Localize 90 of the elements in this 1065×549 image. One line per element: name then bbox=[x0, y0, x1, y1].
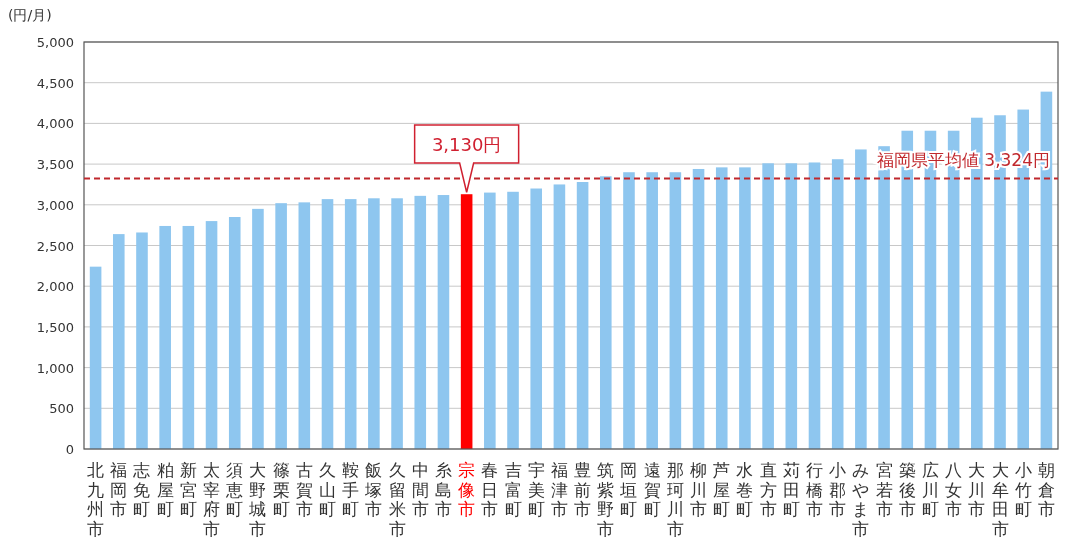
x-tick-label: 直方市 bbox=[759, 460, 777, 519]
bar bbox=[321, 199, 334, 449]
bar bbox=[89, 266, 102, 449]
x-tick-label: 北九州市 bbox=[87, 460, 105, 539]
bar bbox=[669, 172, 682, 449]
y-tick-label: 5,000 bbox=[36, 35, 74, 50]
x-tick-label: 新宮町 bbox=[179, 460, 197, 519]
x-tick-label: 福岡市 bbox=[110, 460, 128, 519]
ref-line-label: 福岡県平均値 3,324円 bbox=[876, 150, 1050, 171]
y-tick-label: 1,500 bbox=[36, 319, 74, 335]
bar bbox=[599, 176, 612, 449]
x-tick-label: 苅田町 bbox=[782, 460, 800, 519]
annotation: 3,130円 bbox=[431, 134, 502, 155]
x-tick-label: 宇美町 bbox=[527, 460, 545, 519]
bar bbox=[808, 162, 821, 449]
x-tick-label: 宮若市 bbox=[875, 460, 893, 519]
x-tick-label: 春日市 bbox=[481, 460, 499, 519]
bar bbox=[275, 203, 287, 449]
y-tick-label: 4,500 bbox=[36, 75, 74, 91]
bar bbox=[484, 192, 496, 449]
bar bbox=[136, 232, 148, 449]
bar bbox=[182, 225, 195, 449]
x-tick-label: 久山町 bbox=[319, 460, 336, 519]
x-tick-label: 太宰府市 bbox=[203, 460, 221, 539]
bar bbox=[507, 191, 519, 449]
bar bbox=[785, 163, 798, 449]
x-tick-label: 豊前市 bbox=[574, 460, 592, 519]
x-tick-label: 大川市 bbox=[968, 460, 986, 519]
bar bbox=[553, 184, 566, 449]
bar bbox=[530, 188, 543, 449]
bar bbox=[391, 198, 403, 449]
x-tick-label: 大野城市 bbox=[248, 460, 267, 539]
bar bbox=[298, 202, 311, 449]
bar bbox=[692, 168, 705, 449]
x-tick-label: 那珂川市 bbox=[666, 460, 684, 539]
x-tick-label: 鞍手町 bbox=[342, 460, 360, 519]
bar bbox=[205, 221, 218, 449]
y-tick-label: 500 bbox=[49, 401, 74, 417]
bar bbox=[623, 172, 635, 449]
y-axis-title: (円/月) bbox=[8, 7, 52, 23]
x-tick-label: 筑紫野市 bbox=[597, 460, 615, 539]
x-tick-label: 古賀市 bbox=[295, 460, 313, 519]
bar bbox=[159, 225, 171, 449]
bar bbox=[437, 195, 450, 449]
bar bbox=[344, 199, 357, 449]
x-tick-label: 広川町 bbox=[921, 460, 939, 519]
x-tick-label: 小郡市 bbox=[829, 460, 847, 519]
bar bbox=[739, 167, 751, 449]
bar bbox=[460, 194, 473, 449]
x-tick-label: 遠賀町 bbox=[643, 460, 661, 519]
bar bbox=[831, 159, 844, 449]
x-tick-label: 大牟田市 bbox=[991, 460, 1009, 539]
bar bbox=[228, 217, 241, 449]
y-tick-label: 3,000 bbox=[36, 197, 74, 213]
x-tick-label: 八女市 bbox=[945, 460, 963, 519]
x-tick-label: 中間市 bbox=[411, 460, 429, 519]
bar bbox=[414, 195, 427, 449]
x-tick-label: 粕屋町 bbox=[156, 460, 174, 519]
y-tick-label: 1,000 bbox=[36, 360, 74, 376]
bar bbox=[646, 172, 658, 449]
x-tick-label: 築後市 bbox=[898, 460, 916, 519]
x-tick-label: 芦屋町 bbox=[713, 460, 731, 519]
bar bbox=[252, 208, 264, 449]
x-tick-label: 糸島市 bbox=[434, 460, 452, 519]
x-tick-label: 須恵町 bbox=[225, 460, 244, 519]
x-tick-label: みやま市 bbox=[852, 460, 870, 539]
bar bbox=[715, 167, 728, 449]
x-tick-label: 岡垣町 bbox=[619, 460, 638, 519]
bar bbox=[112, 234, 125, 449]
x-tick-label: 吉富町 bbox=[504, 460, 522, 519]
bar bbox=[762, 163, 774, 449]
y-tick-label: 2,000 bbox=[36, 279, 74, 295]
bar bbox=[855, 149, 867, 449]
x-tick-label: 久留米市 bbox=[388, 460, 406, 539]
x-tick-label: 朝倉市 bbox=[1037, 460, 1055, 519]
x-tick-label: 篠栗町 bbox=[272, 460, 290, 519]
y-tick-label: 2,500 bbox=[36, 238, 74, 254]
x-tick-label: 福津市 bbox=[550, 460, 568, 519]
x-tick-label: 水巻町 bbox=[736, 460, 754, 519]
x-tick-label: 宗像市 bbox=[458, 460, 476, 519]
y-tick-label: 0 bbox=[65, 442, 74, 457]
x-tick-label: 飯塚市 bbox=[364, 460, 383, 519]
bar bbox=[368, 198, 380, 449]
y-tick-label: 4,000 bbox=[36, 116, 74, 132]
x-tick-label: 小竹町 bbox=[1014, 460, 1032, 519]
x-tick-label: 行橋市 bbox=[806, 460, 823, 519]
y-tick-label: 3,500 bbox=[36, 157, 74, 173]
x-tick-label: 柳川市 bbox=[690, 460, 708, 519]
x-tick-label: 志免町 bbox=[133, 460, 151, 519]
bar bbox=[576, 182, 589, 449]
